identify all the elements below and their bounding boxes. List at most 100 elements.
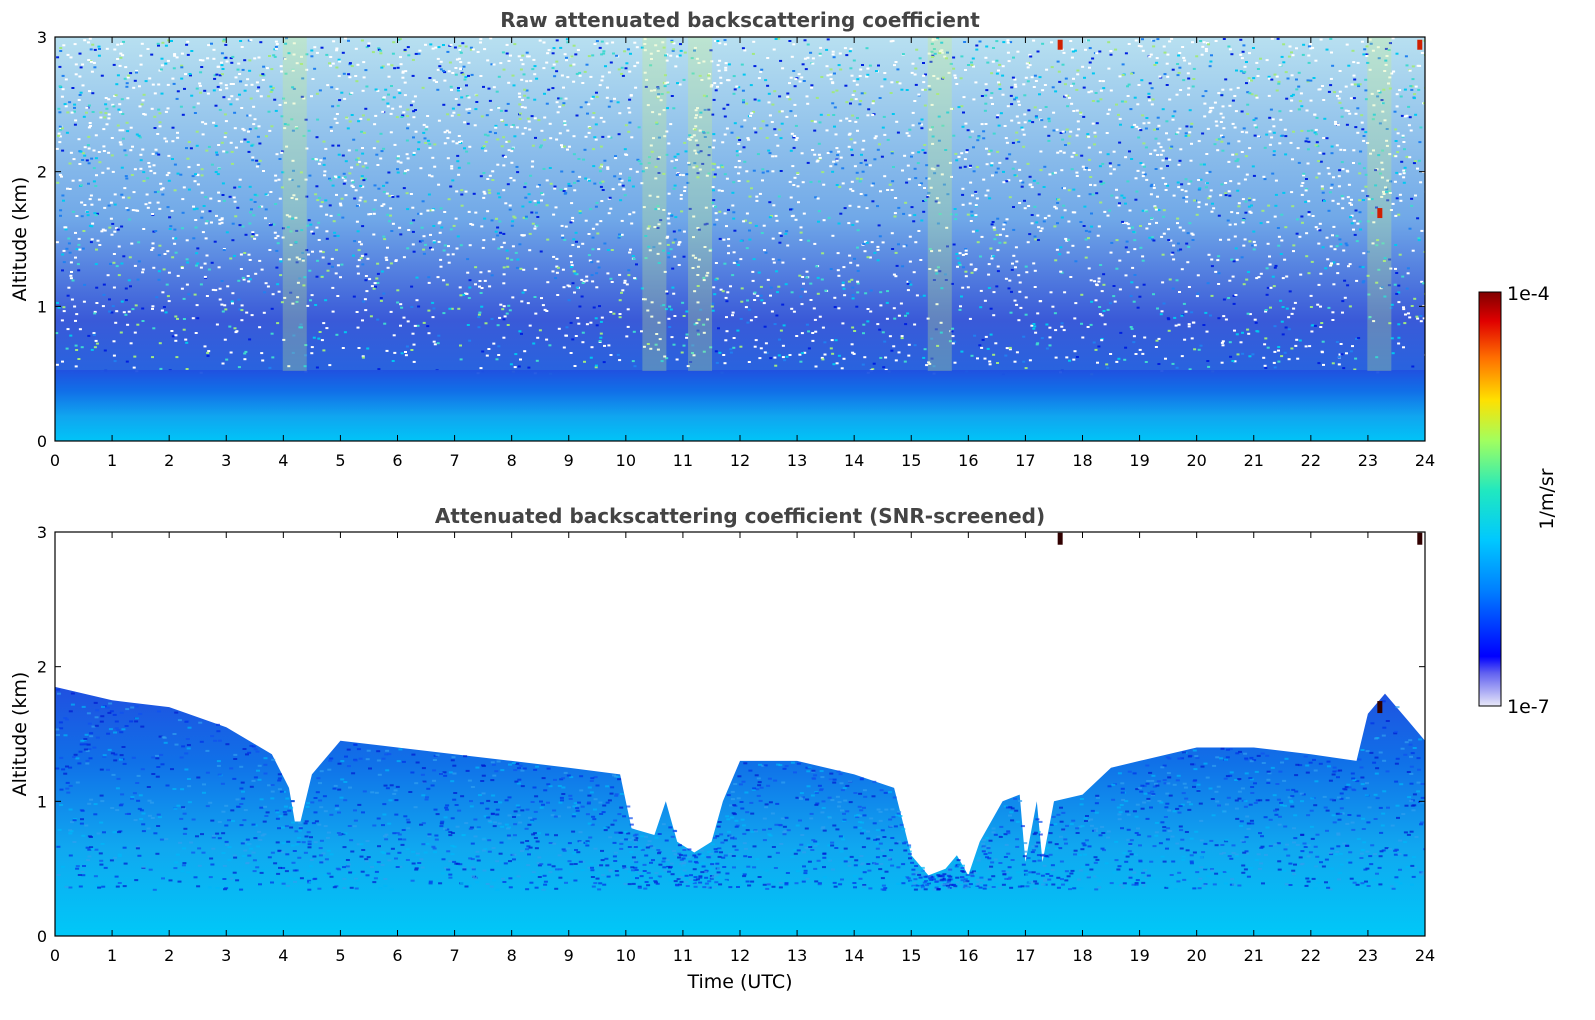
noise-speckle <box>666 82 670 85</box>
noise-speckle <box>732 337 736 339</box>
noise-speckle <box>148 201 152 204</box>
noise-speckle <box>794 124 798 127</box>
noise-speckle <box>58 85 62 88</box>
noise-speckle <box>534 267 538 270</box>
noise-speckle <box>601 75 605 78</box>
noise-speckle <box>95 286 99 289</box>
noise-speckle <box>1380 99 1384 101</box>
noise-speckle <box>970 271 974 274</box>
noise-speckle <box>1321 191 1325 194</box>
noise-speckle <box>992 226 996 229</box>
noise-speckle <box>1404 313 1407 316</box>
noise-speckle <box>1340 353 1344 356</box>
noise-speckle <box>1362 139 1366 142</box>
noise-speckle <box>850 343 854 346</box>
noise-speckle <box>1273 266 1277 269</box>
noise-speckle <box>275 266 279 269</box>
noise-speckle <box>1154 137 1158 140</box>
noise-speckle <box>921 88 925 91</box>
noise-speckle <box>396 301 400 304</box>
noise-speckle <box>553 185 557 188</box>
noise-speckle <box>1282 61 1286 64</box>
noise-speckle <box>799 360 803 363</box>
noise-speckle <box>894 197 898 199</box>
noise-speckle <box>931 39 935 42</box>
noise-speckle <box>721 166 725 169</box>
noise-speckle <box>1407 105 1411 108</box>
noise-speckle <box>923 151 927 154</box>
noise-speckle <box>1093 184 1097 187</box>
noise-speckle <box>233 254 236 257</box>
noise-speckle <box>150 107 154 110</box>
noise-speckle <box>200 191 204 194</box>
noise-speckle <box>353 197 357 200</box>
noise-speckle <box>1147 92 1151 95</box>
noise-speckle <box>153 92 157 95</box>
noise-speckle <box>1168 158 1172 161</box>
noise-speckle <box>94 185 98 187</box>
noise-speckle <box>412 219 416 222</box>
noise-speckle <box>591 227 595 230</box>
noise-speckle <box>587 233 591 235</box>
noise-speckle <box>497 345 501 348</box>
noise-speckle <box>1207 43 1210 46</box>
noise-speckle <box>1322 363 1325 366</box>
noise-speckle <box>670 41 674 43</box>
noise-speckle <box>1205 42 1209 44</box>
noise-speckle <box>683 186 687 189</box>
noise-speckle <box>329 179 333 182</box>
noise-speckle <box>387 93 390 96</box>
noise-speckle <box>699 308 703 311</box>
noise-speckle <box>1383 70 1387 72</box>
noise-speckle <box>1372 113 1376 116</box>
noise-speckle <box>1140 79 1144 82</box>
noise-speckle <box>82 230 86 232</box>
noise-speckle <box>1343 149 1347 152</box>
noise-speckle <box>542 41 546 44</box>
noise-speckle <box>1371 49 1375 52</box>
noise-speckle <box>749 319 753 322</box>
noise-speckle <box>1302 43 1306 46</box>
noise-speckle <box>186 157 190 160</box>
noise-speckle <box>478 285 481 288</box>
noise-speckle <box>1186 72 1190 75</box>
noise-speckle <box>502 305 506 308</box>
noise-speckle <box>893 64 896 67</box>
noise-speckle <box>1063 209 1067 212</box>
noise-speckle <box>1316 228 1320 231</box>
noise-speckle <box>992 291 996 294</box>
noise-speckle <box>93 66 97 69</box>
noise-speckle <box>562 86 565 89</box>
noise-speckle <box>739 345 743 348</box>
noise-speckle <box>901 265 905 268</box>
noise-speckle <box>864 159 867 162</box>
noise-speckle <box>1416 317 1420 320</box>
noise-speckle <box>731 274 735 277</box>
noise-speckle <box>576 180 580 182</box>
noise-speckle <box>839 68 843 71</box>
noise-speckle <box>460 189 464 192</box>
noise-speckle <box>470 73 474 76</box>
noise-speckle <box>707 154 711 157</box>
noise-speckle <box>844 84 848 87</box>
noise-speckle <box>1008 346 1012 349</box>
noise-speckle <box>1422 282 1425 285</box>
noise-speckle <box>1091 72 1095 75</box>
noise-speckle <box>646 104 650 107</box>
noise-speckle <box>753 127 757 130</box>
noise-speckle <box>1197 140 1201 143</box>
noise-speckle <box>1002 41 1006 44</box>
noise-speckle <box>278 104 282 106</box>
noise-speckle <box>325 237 329 240</box>
noise-speckle <box>1340 161 1344 164</box>
noise-speckle <box>788 354 792 356</box>
noise-speckle <box>123 77 127 80</box>
noise-speckle <box>695 114 698 117</box>
noise-speckle <box>157 270 161 273</box>
noise-speckle <box>255 81 259 84</box>
noise-speckle <box>942 76 945 79</box>
noise-speckle <box>449 43 453 46</box>
noise-speckle <box>73 110 76 113</box>
noise-speckle <box>1118 75 1122 78</box>
noise-speckle <box>315 92 319 95</box>
